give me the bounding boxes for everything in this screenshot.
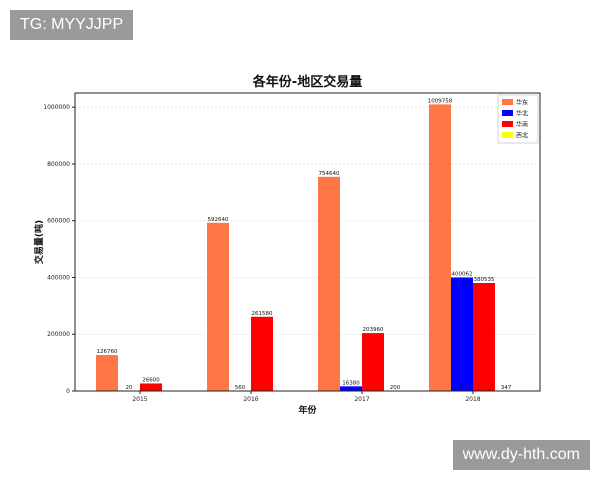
x-axis-label: 年份 <box>298 404 317 416</box>
data-label: 754640 <box>319 171 340 177</box>
legend-label: 华南 <box>516 121 528 129</box>
data-label: 1009758 <box>428 98 453 104</box>
legend-swatch <box>502 121 513 127</box>
bar <box>429 104 451 391</box>
bar <box>140 383 162 391</box>
watermark-top: TG: MYYJJPP <box>10 10 134 40</box>
data-label: 126760 <box>97 349 118 355</box>
data-label: 26600 <box>142 377 160 383</box>
bar <box>362 333 384 391</box>
data-label: 380535 <box>474 277 495 283</box>
y-tick-label: 200000 <box>47 331 70 338</box>
legend-label: 华东 <box>516 99 528 107</box>
y-tick-label: 400000 <box>47 274 70 281</box>
x-tick-label: 2015 <box>132 396 147 403</box>
data-label: 261580 <box>252 311 273 317</box>
grid-lines <box>75 106 540 335</box>
data-label: 16380 <box>342 380 360 386</box>
y-tick-label: 600000 <box>47 218 70 225</box>
x-tick-label: 2017 <box>354 396 369 403</box>
y-tick-label: 1000000 <box>43 104 70 111</box>
bars <box>96 104 517 391</box>
y-tick-label: 800000 <box>47 161 70 168</box>
data-label: 560 <box>235 385 246 391</box>
watermark-bottom: www.dy-hth.com <box>452 440 590 470</box>
data-label: 20 <box>126 385 133 391</box>
bar <box>473 283 495 391</box>
bar <box>340 386 362 391</box>
data-label: 347 <box>501 385 512 391</box>
y-axis-label: 交易量(吨) <box>33 220 45 264</box>
x-tick-label: 2018 <box>465 396 480 403</box>
bar <box>451 277 473 391</box>
legend-label: 西北 <box>516 132 528 140</box>
data-label: 203960 <box>363 327 384 333</box>
plot-frame <box>74 92 541 392</box>
bar <box>207 222 229 391</box>
legend-swatch <box>502 99 513 105</box>
data-labels: 126760 20 26600 592640 560 261580 754640 16380 2… <box>97 98 512 391</box>
bar <box>251 316 273 391</box>
legend-swatch <box>502 110 513 116</box>
chart-title: 各年份-地区交易量 <box>252 74 362 90</box>
legend-label: 华北 <box>516 110 528 118</box>
data-label: 592640 <box>208 217 229 223</box>
y-tick-label: 0 <box>66 388 70 395</box>
x-tick-label: 2016 <box>243 396 258 403</box>
bar <box>96 355 118 391</box>
legend-swatch <box>502 132 513 138</box>
data-label: 200 <box>390 385 401 391</box>
data-label: 400062 <box>452 271 473 277</box>
bar <box>318 176 340 391</box>
